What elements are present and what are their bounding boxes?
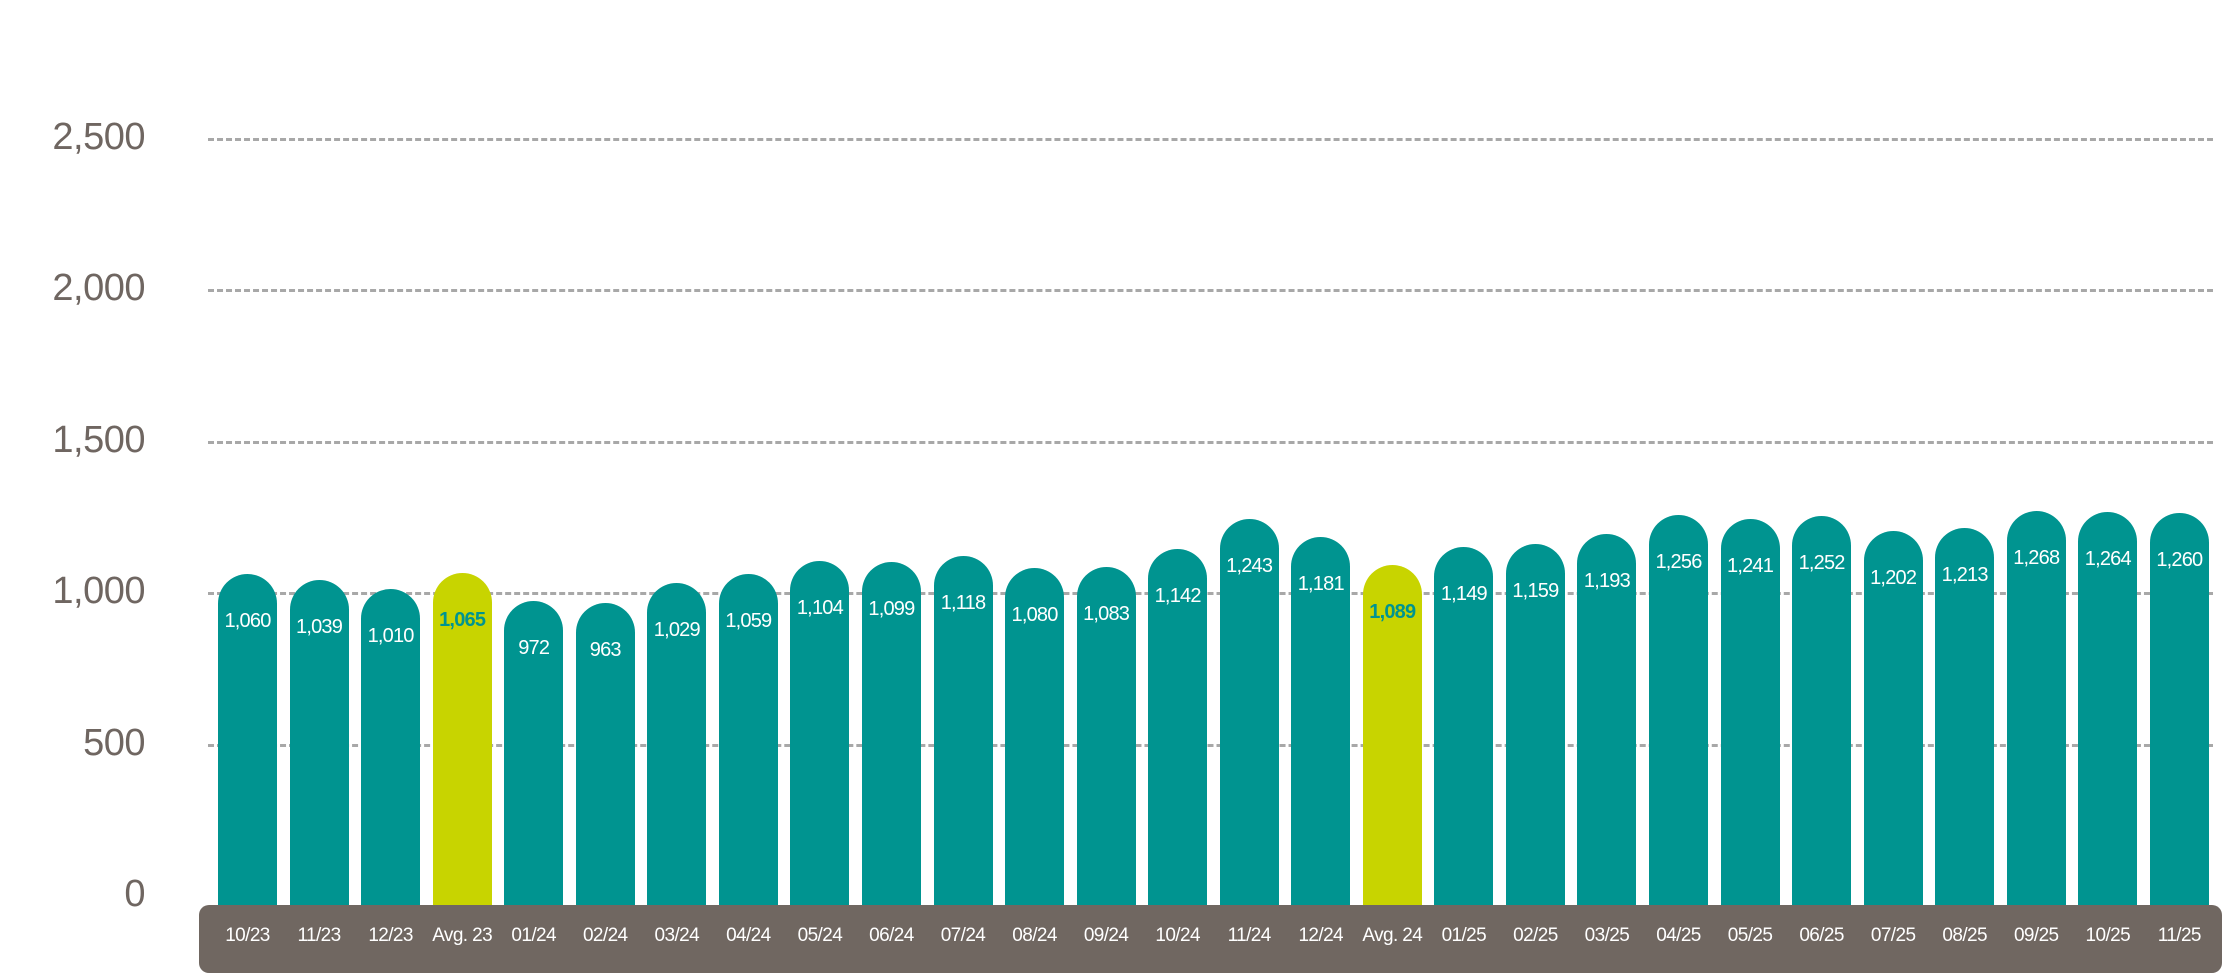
- bar: 1,142: [1148, 549, 1208, 905]
- y-tick-label: 2,500: [52, 116, 145, 158]
- bar: 972: [504, 600, 564, 905]
- bar: 1,264: [2078, 512, 2138, 905]
- bar-value-label: 1,060: [224, 610, 271, 633]
- gridline: [208, 592, 2213, 596]
- x-tick-label: 08/24: [1012, 925, 1057, 946]
- bar-value-label: 1,104: [796, 596, 844, 619]
- bar: 1,256: [1649, 514, 1708, 905]
- gridline: [208, 289, 2213, 293]
- x-tick-label: 03/25: [1584, 925, 1630, 946]
- bar-value-label: 1,213: [1941, 563, 1989, 586]
- y-tick-label: 500: [83, 721, 145, 764]
- bar: 1,202: [1863, 531, 1923, 905]
- x-tick-label: 10/23: [225, 925, 270, 946]
- x-tick-label: 02/25: [1513, 925, 1558, 946]
- y-tick-label: 2,000: [52, 267, 145, 310]
- bar-value-label: 1,268: [2013, 547, 2060, 570]
- x-tick-label: 02/24: [582, 925, 628, 946]
- bar: 1,268: [2006, 511, 2066, 905]
- bar: 963: [575, 603, 635, 905]
- bar: 1,010: [361, 589, 421, 905]
- x-tick-label: 12/23: [368, 925, 413, 946]
- bar-value-label: 972: [518, 636, 550, 659]
- bar: 1,193: [1577, 533, 1637, 905]
- bar: 1,243: [1219, 518, 1279, 905]
- x-tick-label: 11/24: [1227, 925, 1272, 946]
- bar: 1,083: [1076, 567, 1136, 905]
- bar-value-label: 1,099: [868, 598, 915, 621]
- bar: 1,099: [861, 562, 921, 905]
- bar-value-label: 1,142: [1154, 585, 1202, 608]
- bar: 1,118: [933, 556, 993, 905]
- bar-value-label: 963: [589, 639, 622, 662]
- gridline: [208, 743, 2213, 747]
- bar-value-label: 1,118: [940, 592, 986, 615]
- bar: 1,104: [790, 560, 850, 905]
- bar-value-label: 1,193: [1583, 569, 1631, 592]
- bar: 1,213: [1935, 527, 1995, 905]
- bar-value-label: 1,264: [2084, 548, 2132, 571]
- bar: 1,252: [1792, 515, 1852, 905]
- x-tick-label: 04/24: [726, 925, 771, 946]
- x-tick-label: 10/24: [1155, 925, 1200, 946]
- bar-value-label: 1,159: [1512, 580, 1559, 603]
- x-axis-band: [199, 905, 2222, 973]
- x-tick-label: 01/25: [1441, 925, 1487, 946]
- x-tick-label: 06/25: [1799, 925, 1844, 946]
- x-tick-label: 07/24: [940, 925, 986, 946]
- bar: 1,149: [1434, 547, 1494, 905]
- bar-value-label: 1,059: [725, 610, 772, 633]
- gridline: [208, 440, 2213, 444]
- bar-value-label: 1,029: [653, 619, 701, 642]
- average-bar: 1,089: [1362, 565, 1422, 905]
- x-tick-label: Avg. 24: [1362, 925, 1423, 946]
- bar-value-label: 1,252: [1798, 551, 1846, 574]
- x-tick-label: 12/24: [1298, 925, 1344, 946]
- x-tick-label: 11/23: [297, 925, 341, 946]
- bar-value-label: 1,089: [1369, 601, 1416, 624]
- bar-value-label: 1,010: [367, 625, 415, 648]
- average-bar: 1,065: [432, 572, 492, 905]
- x-tick-label: 09/24: [1083, 925, 1129, 946]
- x-tick-label: 06/24: [869, 925, 914, 946]
- bar: 1,159: [1505, 544, 1565, 905]
- x-tick-label: 03/24: [654, 925, 700, 946]
- bar-value-label: 1,256: [1655, 550, 1702, 573]
- x-tick-label: 11/25: [2157, 925, 2202, 946]
- bar-value-label: 1,083: [1083, 603, 1130, 626]
- bar: 1,060: [218, 574, 277, 905]
- x-tick-label: 09/25: [2013, 925, 2059, 946]
- bar: 1,080: [1005, 567, 1065, 905]
- bar: 1,039: [289, 580, 349, 905]
- x-tick-label: 01/24: [511, 925, 556, 946]
- bar-value-label: 1,080: [1011, 603, 1059, 626]
- x-tick-label: 07/25: [1870, 925, 1916, 946]
- bar-value-label: 1,202: [1870, 567, 1917, 590]
- y-tick-label: 0: [124, 873, 145, 915]
- bar-value-label: 1,181: [1297, 573, 1345, 596]
- bar-value-label: 1,149: [1440, 583, 1488, 606]
- bar: 1,181: [1291, 537, 1351, 905]
- x-tick-label: 05/25: [1727, 925, 1773, 946]
- y-tick-label: 1,000: [52, 570, 145, 613]
- x-tick-label: 10/25: [2085, 925, 2131, 946]
- x-tick-label: 08/25: [1942, 925, 1987, 946]
- x-tick-label: 05/24: [797, 925, 843, 946]
- bar: 1,029: [647, 583, 707, 905]
- bar-value-label: 1,243: [1226, 554, 1273, 577]
- bar: 1,241: [1720, 519, 1780, 905]
- bar-value-label: 1,260: [2156, 549, 2203, 572]
- gridline: [208, 138, 2213, 141]
- bar-value-label: 1,065: [439, 608, 486, 631]
- x-tick-label: Avg. 23: [432, 925, 493, 946]
- x-tick-label: 04/25: [1656, 925, 1701, 946]
- bar-value-label: 1,039: [296, 616, 343, 639]
- bar: 1,260: [2149, 513, 2209, 905]
- y-tick-label: 1,500: [52, 418, 145, 461]
- bar-value-label: 1,241: [1727, 555, 1774, 578]
- bar: 1,059: [718, 574, 778, 905]
